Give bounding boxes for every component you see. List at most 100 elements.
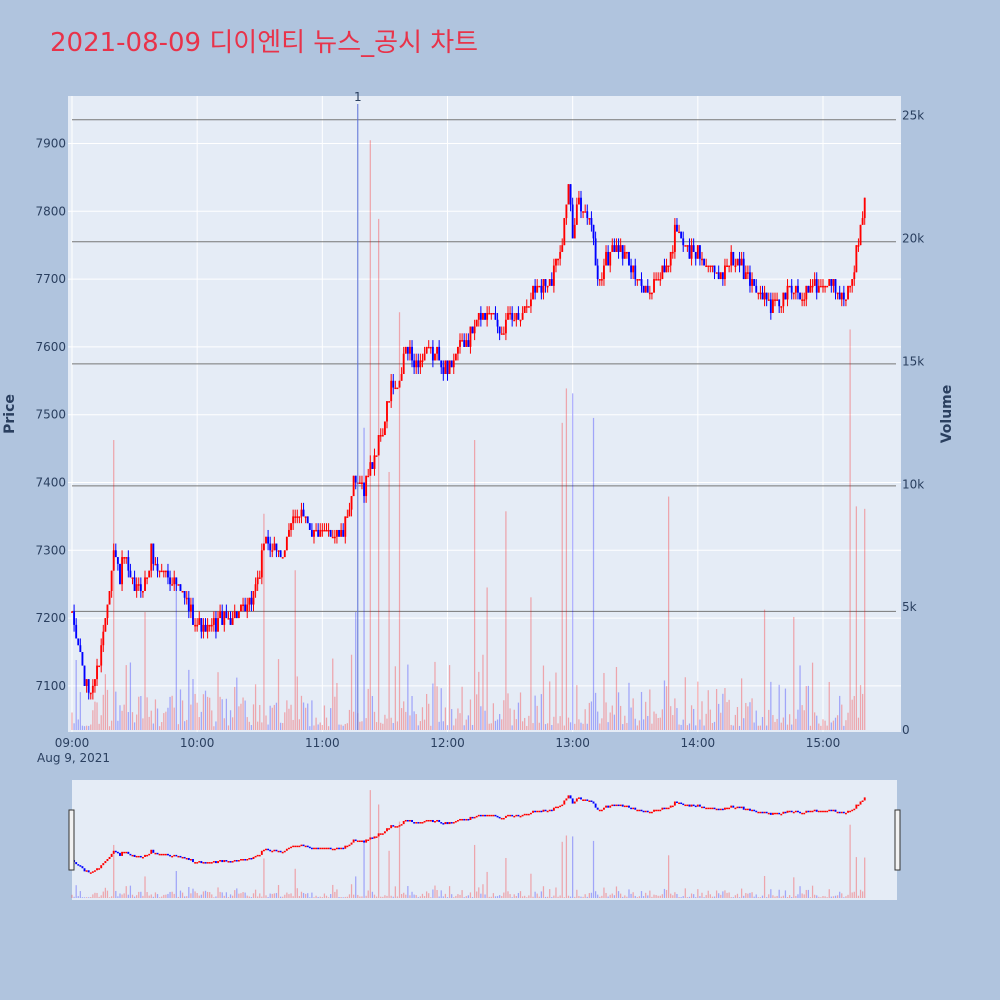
volume-bar <box>836 715 839 730</box>
preview-volume-bar <box>198 895 200 898</box>
volume-bar <box>117 720 119 730</box>
volume-bar <box>323 705 326 730</box>
volume-bar <box>667 496 670 730</box>
volume-bar <box>555 672 557 730</box>
plot-area[interactable] <box>68 96 901 732</box>
preview-volume-bar <box>313 897 315 898</box>
volume-bar <box>534 695 536 730</box>
preview-volume-bar <box>836 895 839 898</box>
preview-volume-bar <box>271 893 273 898</box>
preview-volume-bar <box>75 885 77 898</box>
volume-bar <box>784 688 787 730</box>
volume-bar <box>140 695 142 730</box>
candle <box>419 360 422 368</box>
candle <box>588 218 591 220</box>
preview-candle <box>294 845 297 848</box>
candle <box>719 272 722 280</box>
range-slider-right-handle[interactable] <box>894 809 901 871</box>
preview-candle <box>586 799 589 801</box>
preview-volume-bar <box>225 892 227 898</box>
preview-candle <box>260 850 263 855</box>
preview-candle <box>169 854 171 857</box>
preview-candle <box>561 804 564 807</box>
candle <box>819 285 822 288</box>
volume-bar <box>638 720 641 730</box>
volume-bar <box>325 717 328 730</box>
preview-candle <box>363 840 365 843</box>
volume-bar <box>732 725 734 730</box>
candle <box>381 435 384 437</box>
volume-bar <box>288 708 290 730</box>
candle <box>452 360 455 368</box>
volume-bar <box>459 713 461 730</box>
preview-volume-bar <box>553 895 555 898</box>
preview-candle <box>711 807 714 810</box>
volume-bar <box>315 717 317 730</box>
volume-bar <box>651 723 653 730</box>
preview-candle <box>283 850 286 853</box>
preview-candle <box>273 849 276 852</box>
candle <box>705 265 708 268</box>
preview-volume-bar <box>841 893 843 898</box>
candle <box>262 543 265 551</box>
preview-volume-bar <box>83 897 86 898</box>
volume-bar <box>453 725 455 730</box>
preview-volume-bar <box>778 889 780 898</box>
preview-candle <box>822 810 824 813</box>
volume-bar <box>348 709 351 730</box>
preview-candle <box>262 849 265 852</box>
preview-candle <box>246 859 249 861</box>
candle <box>732 251 735 266</box>
volume-bar <box>776 718 778 730</box>
candle <box>340 529 343 537</box>
candle <box>406 346 409 354</box>
preview-volume-bar <box>423 896 426 898</box>
volume-bar <box>613 714 616 730</box>
preview-volume-bar <box>728 892 730 898</box>
preview-volume-bar <box>77 896 79 898</box>
candle <box>461 340 464 342</box>
candle <box>217 618 219 632</box>
preview-volume-bar <box>534 891 536 898</box>
volume-bar <box>820 725 822 730</box>
preview-volume-bar <box>144 876 146 898</box>
preview-candle <box>534 810 537 813</box>
volume-bar <box>300 695 303 730</box>
volume-bar <box>156 708 159 730</box>
preview-volume-bar <box>305 893 307 898</box>
preview-candle <box>181 856 184 859</box>
preview-candle <box>500 817 503 820</box>
preview-volume-bar <box>261 896 263 898</box>
preview-volume-bar <box>186 896 188 898</box>
preview-volume-bar <box>720 894 722 898</box>
candle <box>183 590 186 598</box>
preview-volume-bar <box>503 892 505 898</box>
candle <box>373 455 376 469</box>
preview-candle <box>281 851 284 854</box>
time-tick-label: 12:00 <box>430 736 465 750</box>
preview-volume-bar <box>384 895 386 898</box>
candle <box>169 577 171 585</box>
candle <box>75 624 78 639</box>
candle <box>415 360 418 368</box>
preview-volume-bar <box>94 892 96 898</box>
preview-candle <box>659 809 662 812</box>
preview-candle <box>315 847 318 850</box>
volume-bar <box>121 710 123 730</box>
volume-bar <box>572 393 574 730</box>
candle <box>519 319 522 322</box>
volume-bar <box>321 724 323 730</box>
preview-candle <box>713 807 716 810</box>
preview-volume-bar <box>511 897 513 898</box>
preview-candle <box>156 852 159 855</box>
preview-volume-bar <box>121 894 123 898</box>
volume-tick-label: 0 <box>902 723 910 737</box>
candle <box>260 550 263 578</box>
range-slider[interactable] <box>72 780 897 900</box>
preview-candle <box>734 807 737 810</box>
preview-volume-bar <box>834 895 837 898</box>
volume-bar <box>713 721 716 730</box>
range-slider-left-handle[interactable] <box>68 809 75 871</box>
preview-candle <box>673 801 676 806</box>
